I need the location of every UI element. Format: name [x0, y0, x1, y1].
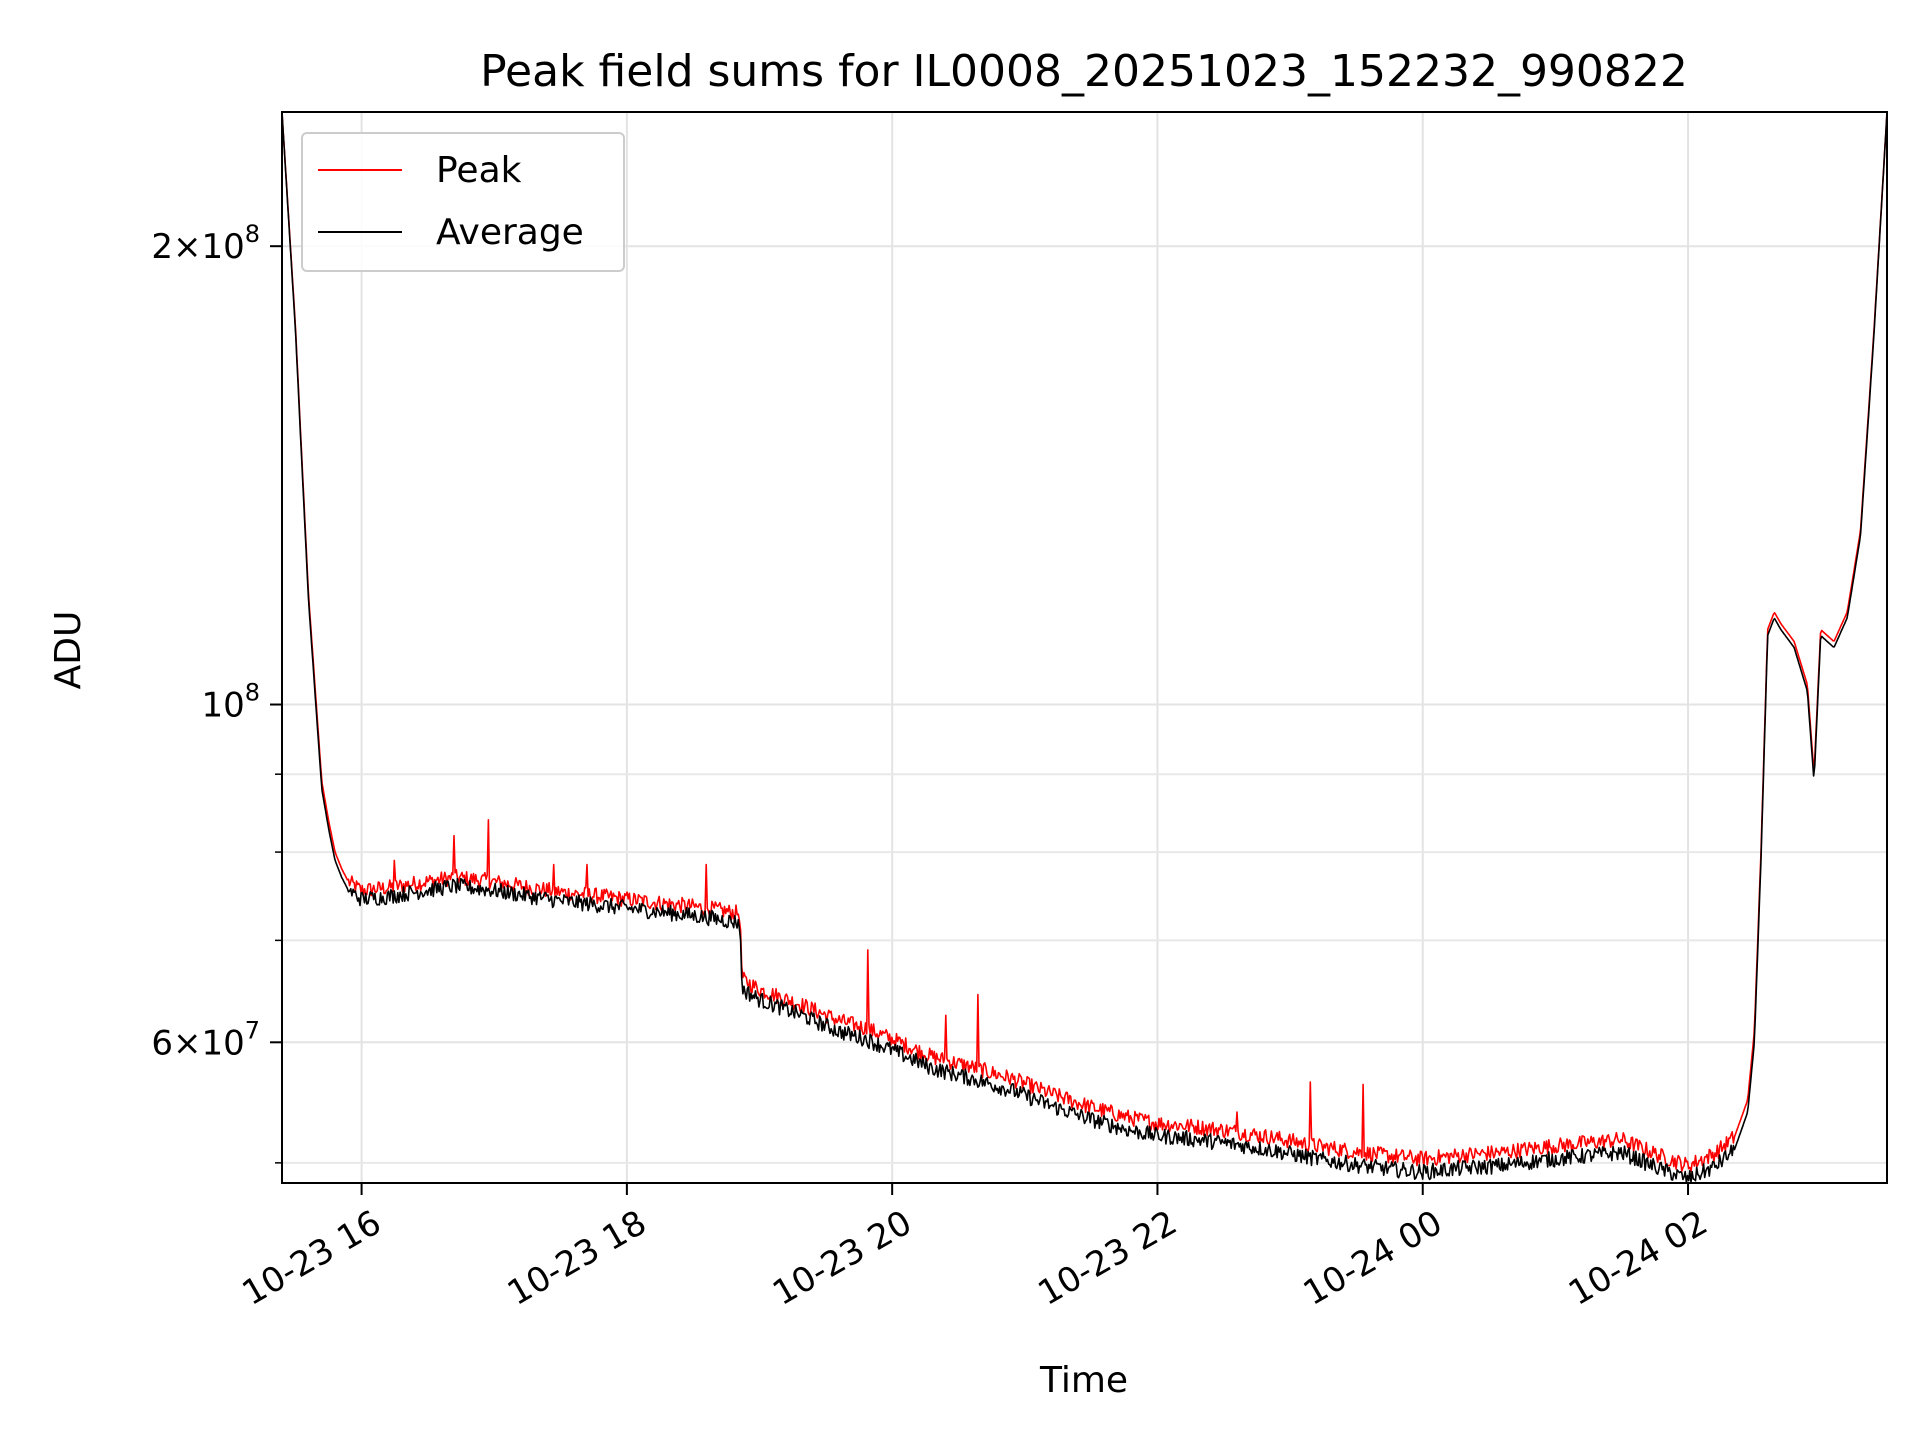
- y-tick-label-base-1: 10: [201, 686, 244, 726]
- series-line-average: [282, 112, 1887, 1183]
- y-tick-label-0: 6×107: [151, 1016, 260, 1063]
- plot-frame: [281, 111, 1888, 1184]
- y-tick-label-2: 2×108: [151, 220, 260, 267]
- y-tick-label-exp-0: 7: [245, 1016, 260, 1044]
- legend-box: [301, 132, 625, 272]
- y-tick-label-base-2: 2×10: [151, 227, 244, 267]
- x-tick-label-2: 10-23 20: [766, 1203, 918, 1314]
- y-tick-label-base-0: 6×10: [151, 1023, 244, 1063]
- series-layer: [282, 112, 1887, 1183]
- chart-title: Peak field sums for IL0008_20251023_1522…: [480, 46, 1688, 97]
- legend-label-peak: Peak: [436, 150, 522, 191]
- tick-layer: 10-23 16 10-23 18 10-23 20 10-23 22 10-24 00…: [151, 220, 1714, 1314]
- grid-layer: [282, 112, 1887, 1183]
- y-tick-label-exp-2: 8: [245, 220, 260, 248]
- x-tick-label-3: 10-23 22: [1031, 1203, 1183, 1314]
- x-tick-label-0: 10-23 16: [236, 1203, 388, 1314]
- series-line-peak: [282, 112, 1887, 1173]
- x-axis-title: Time: [1039, 1360, 1128, 1401]
- legend: Peak Average: [301, 132, 625, 272]
- y-tick-label-1: 108: [201, 679, 260, 726]
- legend-label-average: Average: [436, 212, 584, 253]
- y-axis-title: ADU: [48, 611, 89, 690]
- y-tick-label-exp-1: 8: [245, 679, 260, 707]
- x-tick-label-5: 10-24 02: [1562, 1203, 1714, 1314]
- x-tick-label-1: 10-23 18: [501, 1203, 653, 1314]
- x-tick-label-4: 10-24 00: [1297, 1203, 1449, 1314]
